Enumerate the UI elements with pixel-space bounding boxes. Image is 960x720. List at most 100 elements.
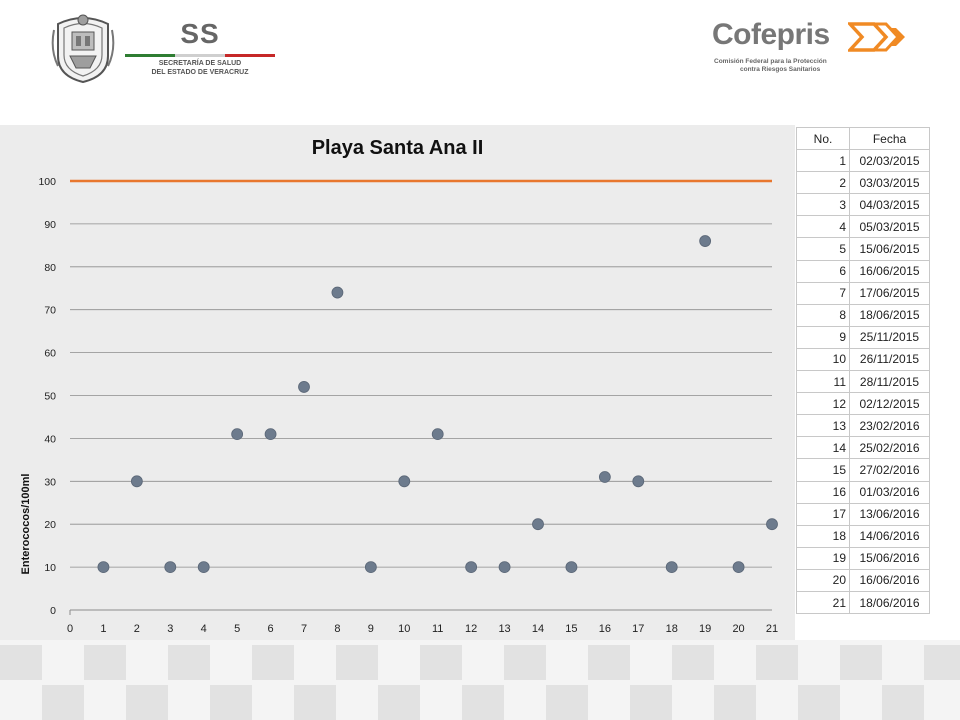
- y-tick-label: 80: [44, 262, 56, 274]
- table-header-row: No. Fecha: [796, 126, 930, 151]
- x-tick-label: 16: [599, 623, 611, 635]
- table-cell-fecha: 13/06/2016: [849, 502, 930, 526]
- cofepris-wordmark: Cofepris: [712, 18, 830, 51]
- table-row: 12 02/12/2015: [796, 392, 930, 416]
- table-cell-fecha: 02/12/2015: [849, 392, 930, 416]
- table-row: 7 17/06/2015: [796, 281, 930, 305]
- x-tick-labels: 0 1 2 3 4 5 6 7 8 9 10 11 12 13 14 15 16 17 18 19 20 21: [67, 623, 778, 635]
- data-point: [298, 381, 310, 393]
- table-row: 20 16/06/2016: [796, 568, 930, 592]
- veracruz-coat-of-arms-logo: [51, 14, 115, 84]
- table-row: 13 23/02/2016: [796, 414, 930, 438]
- y-tick-label: 60: [44, 348, 56, 360]
- table-row: 1 02/03/2015: [796, 149, 930, 173]
- table-cell-fecha: 02/03/2015: [849, 149, 930, 173]
- ss-logo-subtitle-line2: DEL ESTADO DE VERACRUZ: [151, 69, 249, 76]
- table-row: 8 18/06/2015: [796, 303, 930, 327]
- footer-tile: [588, 645, 630, 680]
- x-tick-label: 3: [167, 623, 173, 635]
- y-tick-label: 90: [44, 219, 56, 231]
- data-point: [532, 518, 544, 531]
- table-cell-fecha: 14/06/2016: [849, 524, 930, 548]
- table-cell-no: 13: [796, 414, 850, 438]
- table-cell-fecha: 25/11/2015: [849, 325, 930, 349]
- footer-tile: [882, 685, 924, 720]
- y-tick-label: 100: [38, 176, 56, 188]
- x-tick-label: 1: [100, 623, 106, 635]
- table-row: 21 18/06/2016: [796, 590, 930, 615]
- table-cell-fecha: 03/03/2015: [849, 171, 930, 195]
- table-cell-fecha: 04/03/2015: [849, 193, 930, 217]
- table-cell-no: 9: [796, 325, 850, 349]
- data-point: [398, 475, 411, 488]
- y-axis-label: Enterococos/100ml: [20, 473, 32, 575]
- table-row: 6 16/06/2015: [796, 259, 930, 283]
- table-cell-fecha: 23/02/2016: [849, 414, 930, 438]
- x-tick-label: 5: [234, 623, 240, 635]
- table-cell-no: 3: [796, 193, 850, 217]
- cofepris-arrows-icon: [848, 22, 905, 52]
- data-point: [766, 518, 778, 531]
- table-row: 9 25/11/2015: [796, 325, 930, 349]
- table-cell-fecha: 28/11/2015: [849, 370, 930, 394]
- table-header-fecha: Fecha: [849, 126, 930, 151]
- y-tick-label: 0: [50, 605, 56, 617]
- table-cell-no: 10: [796, 347, 850, 372]
- x-tick-label: 0: [67, 623, 73, 635]
- cofepris-tagline-line2: contra Riesgos Sanitarios: [740, 66, 821, 73]
- ss-logo-stripe: [125, 54, 275, 57]
- table-cell-no: 1: [796, 149, 850, 173]
- table-cell-fecha: 16/06/2016: [849, 568, 930, 592]
- table-cell-fecha: 01/03/2016: [849, 480, 930, 504]
- table-row: 4 05/03/2015: [796, 215, 930, 239]
- y-tick-label: 10: [44, 562, 56, 574]
- data-point: [598, 471, 611, 483]
- table-row: 5 15/06/2015: [796, 237, 930, 261]
- table-cell-no: 18: [796, 524, 850, 548]
- x-tick-label: 10: [398, 623, 410, 635]
- footer-tile: [126, 685, 168, 720]
- data-point: [97, 561, 110, 574]
- footer-tile: [252, 645, 294, 680]
- table-cell-no: 12: [796, 392, 850, 416]
- ss-logo-subtitle-line1: SECRETARÍA DE SALUD: [158, 60, 242, 67]
- table-cell-fecha: 05/03/2015: [849, 215, 930, 239]
- secretaria-salud-logo: SS SECRETARÍA DE SALUD DEL ESTADO DE VER…: [125, 18, 275, 88]
- data-point: [331, 286, 344, 299]
- x-tick-label: 2: [134, 623, 140, 635]
- table-cell-no: 5: [796, 237, 850, 261]
- table-cell-no: 15: [796, 458, 850, 482]
- data-point: [732, 561, 745, 574]
- table-cell-no: 4: [796, 215, 850, 239]
- footer-tile: [168, 645, 210, 680]
- data-point: [465, 561, 478, 574]
- table-row: 17 13/06/2016: [796, 502, 930, 526]
- x-tick-label: 15: [565, 623, 577, 635]
- y-tick-label: 30: [44, 476, 56, 488]
- table-row: 2 03/03/2015: [796, 171, 930, 195]
- x-tick-label: 11: [432, 623, 443, 635]
- data-point: [231, 428, 244, 441]
- data-point: [130, 475, 143, 488]
- data-point: [632, 475, 645, 488]
- data-point: [164, 561, 177, 574]
- table-cell-fecha: 25/02/2016: [849, 436, 930, 460]
- x-tick-label: 6: [268, 623, 274, 635]
- table-row: 10 26/11/2015: [796, 347, 930, 372]
- sample-dates-table: No. Fecha 1 02/03/2015 2 03/03/2015 3 04/03/2…: [796, 126, 930, 615]
- footer-tile: [546, 685, 588, 720]
- data-point: [699, 235, 712, 247]
- x-tick-label: 4: [201, 623, 207, 635]
- table-row: 18 14/06/2016: [796, 524, 930, 548]
- chart-panel: 0 10 20 30 40 50 60 70 80 90 100 0 1 2 3 4 5 6 7 8 9 10 11 12 1…: [0, 125, 795, 640]
- footer-tile: [756, 645, 798, 680]
- footer-tile: [420, 645, 462, 680]
- footer-tile: [84, 645, 126, 680]
- footer-tile: [0, 645, 42, 680]
- table-row: 19 15/06/2016: [796, 546, 930, 570]
- x-tick-label: 20: [732, 623, 744, 635]
- table-cell-no: 16: [796, 480, 850, 504]
- table-row: 3 04/03/2015: [796, 193, 930, 217]
- footer-tile: [924, 645, 960, 680]
